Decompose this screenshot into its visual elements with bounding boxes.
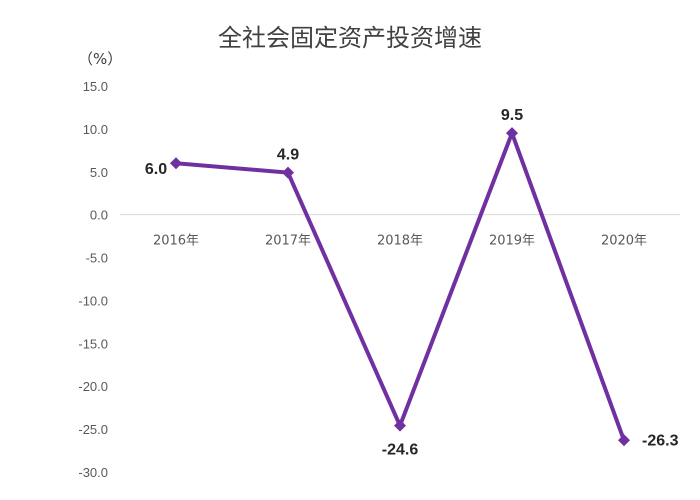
data-label: 9.5 [501, 107, 523, 124]
x-tick-label: 2020年 [601, 234, 647, 249]
data-label: -24.6 [382, 442, 419, 459]
data-markers [170, 127, 630, 447]
chart-title: 全社会固定资产投资增速 [218, 24, 482, 52]
y-unit-label: （%） [78, 50, 122, 68]
x-tick-label: 2018年 [377, 234, 423, 249]
y-tick-label: 5.0 [90, 165, 108, 180]
y-tick-label: -15.0 [78, 336, 108, 351]
data-label: 4.9 [277, 147, 299, 164]
y-tick-label: -20.0 [78, 379, 108, 394]
data-point-marker [618, 434, 630, 447]
data-label: 6.0 [145, 161, 167, 178]
y-tick-label: 15.0 [83, 79, 108, 94]
y-tick-label: 10.0 [83, 122, 108, 137]
y-tick-label: -5.0 [86, 251, 108, 266]
data-point-marker [170, 157, 182, 170]
series-line [175, 131, 626, 441]
data-point-marker [282, 166, 294, 179]
y-tick-label: 0.0 [90, 208, 108, 223]
data-point-marker [394, 419, 406, 432]
x-tick-label: 2016年 [153, 234, 199, 249]
y-axis-ticks: 15.0 10.0 5.0 0.0 -5.0 -10.0 -15.0 -20.0 -25.0 -3… [78, 79, 108, 480]
y-tick-label: -25.0 [78, 422, 108, 437]
x-tick-label: 2019年 [489, 234, 535, 249]
x-tick-label: 2017年 [265, 234, 311, 249]
y-tick-label: -30.0 [78, 465, 108, 480]
x-axis-ticks: 2016年 2017年 2018年 2019年 2020年 [153, 234, 647, 249]
data-label: -26.3 [642, 432, 679, 449]
data-labels: 6.0 4.9 -24.6 9.5 -26.3 [145, 107, 679, 459]
y-tick-label: -10.0 [78, 293, 108, 308]
data-point-marker [506, 127, 518, 140]
